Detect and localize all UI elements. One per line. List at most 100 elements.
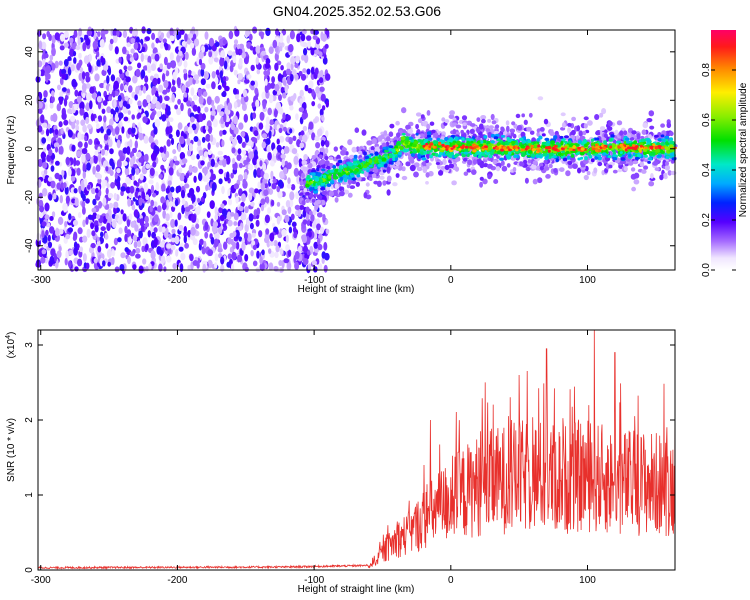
spectrogram-point <box>250 85 255 91</box>
spectrogram-point <box>427 137 433 141</box>
spectrogram-point <box>48 193 53 201</box>
spectrogram-point <box>200 78 206 86</box>
spectrogram-point <box>297 210 302 218</box>
spectrogram-point <box>74 266 79 272</box>
spectrogram-point <box>156 77 161 85</box>
spectrogram-point <box>605 163 610 170</box>
spectrogram-point <box>433 132 439 138</box>
spectrogram-point <box>198 95 204 105</box>
spectrogram-point <box>210 236 215 245</box>
spectrogram-point <box>183 60 188 68</box>
spectrogram-point <box>152 161 157 168</box>
spectrogram-point <box>90 242 96 249</box>
spectrogram-point <box>343 189 350 195</box>
spectrogram-point <box>117 217 123 225</box>
spectrogram-point <box>142 99 148 108</box>
spectrogram-point <box>577 167 582 174</box>
spectrogram-point <box>648 181 655 187</box>
spectrogram-point <box>133 241 138 249</box>
spectrogram-point <box>208 37 215 47</box>
spectrogram-point <box>45 229 49 236</box>
spectrogram-point <box>561 122 566 129</box>
spectrogram-point <box>596 154 602 158</box>
spectrogram-point <box>135 253 141 259</box>
spectrogram-point <box>117 237 122 243</box>
spectrogram-point <box>223 241 228 250</box>
spectrogram-point <box>269 119 274 126</box>
spectrogram-point <box>388 131 394 137</box>
spectrogram-point <box>166 243 172 249</box>
spectrogram-point <box>608 164 613 169</box>
spectrogram-point <box>245 29 250 37</box>
spectrogram-point <box>207 249 213 257</box>
spectrogram-point <box>48 148 53 157</box>
spectrogram-point <box>294 63 299 69</box>
spectrogram-point <box>167 105 171 114</box>
spectrogram-point <box>43 97 47 103</box>
spectrogram-point <box>139 173 144 181</box>
spectrogram-point <box>163 42 168 48</box>
spectrogram-point <box>126 219 131 228</box>
spectrogram-point <box>145 194 150 201</box>
spectrogram-point <box>102 260 106 267</box>
spectrogram-point <box>177 98 182 105</box>
spectrogram-point <box>282 92 287 99</box>
spectrogram-point <box>652 161 659 166</box>
spectrogram-point <box>292 135 297 141</box>
spectrogram-point <box>49 54 54 61</box>
spectrogram-point <box>101 108 106 115</box>
spectrogram-point <box>81 71 86 80</box>
spectrogram-point <box>82 170 87 179</box>
spectrogram-point <box>301 200 306 206</box>
spectrogram-point <box>211 183 216 193</box>
spectrogram-point <box>96 214 101 220</box>
spectrogram-point <box>65 250 69 260</box>
spectrogram-point <box>299 89 304 98</box>
spectrogram-point <box>486 151 490 156</box>
spectrogram-point <box>410 153 415 157</box>
spectrogram-point <box>537 96 544 101</box>
spectrogram-point <box>140 53 144 62</box>
spectrogram-point <box>168 233 173 240</box>
spectrogram-point <box>584 156 588 161</box>
spectrogram-point <box>305 199 310 203</box>
spectrogram-point <box>41 137 47 144</box>
spectrogram-point <box>532 160 538 166</box>
spectrogram-point <box>549 131 556 136</box>
spectrogram-point <box>160 255 166 264</box>
spectrogram-point <box>368 171 374 175</box>
spectrogram-point <box>313 241 319 249</box>
spectrogram-point <box>226 171 230 181</box>
spectrogram-point <box>155 100 160 110</box>
spectrogram-point <box>71 78 77 88</box>
spectrogram-point <box>159 43 164 49</box>
spectrogram-point <box>266 196 270 204</box>
spectrogram-point <box>302 245 308 254</box>
spectrogram-point <box>63 97 68 107</box>
spectrogram-point <box>321 105 326 111</box>
spectrogram-point <box>114 126 120 135</box>
spectrogram-point <box>263 70 268 76</box>
spectrogram-point <box>314 204 318 211</box>
spectrogram-point <box>112 29 118 36</box>
spectrogram-point <box>284 85 288 94</box>
spectrogram-point <box>560 141 564 146</box>
spectrogram-point <box>198 58 203 66</box>
spectrogram-point <box>122 213 127 222</box>
spectrogram-point <box>191 193 196 203</box>
spectrogram-point <box>567 127 571 134</box>
spectrogram-point <box>178 224 184 232</box>
spectrogram-point <box>116 159 122 169</box>
spectrogram-point <box>189 254 194 262</box>
spectrogram-point <box>193 38 200 47</box>
spectrogram-point <box>455 124 462 129</box>
spectrogram-point <box>136 151 142 158</box>
spectrogram-point <box>309 187 314 191</box>
spectrogram-point <box>83 55 90 65</box>
spectrogram-point <box>149 205 153 213</box>
spectrogram-point <box>614 129 619 136</box>
spectrogram-point <box>105 166 109 172</box>
spectrogram-point <box>448 163 454 169</box>
spectrogram-point <box>523 119 528 126</box>
spectrogram-point <box>122 100 128 107</box>
